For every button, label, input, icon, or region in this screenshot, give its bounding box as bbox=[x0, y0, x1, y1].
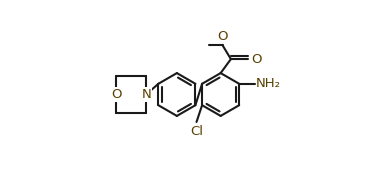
Text: O: O bbox=[111, 88, 122, 101]
Text: O: O bbox=[252, 53, 262, 66]
Text: Cl: Cl bbox=[190, 125, 203, 138]
Text: N: N bbox=[141, 88, 151, 101]
Text: NH₂: NH₂ bbox=[256, 77, 281, 90]
Text: O: O bbox=[217, 30, 228, 43]
